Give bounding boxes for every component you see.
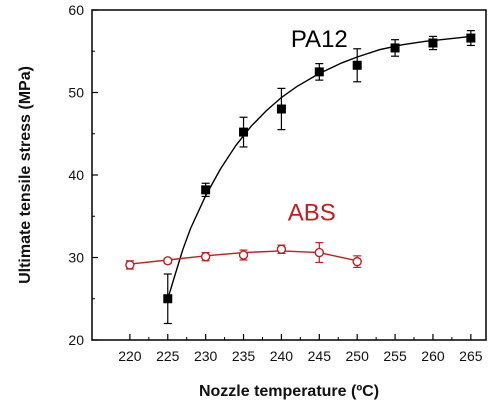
x-tick-label: 260 — [421, 348, 445, 364]
x-tick-label: 265 — [459, 348, 483, 364]
pa12-data-point — [163, 294, 173, 304]
x-tick-label: 235 — [232, 348, 256, 364]
pa12-data-point — [276, 104, 286, 114]
x-tick-label: 225 — [156, 348, 180, 364]
pa12-data-point — [352, 60, 362, 70]
pa12-series-label: PA12 — [291, 26, 348, 53]
abs-data-point — [163, 256, 173, 266]
abs-data-point — [314, 247, 325, 258]
x-tick-label: 250 — [346, 348, 370, 364]
error-bars — [125, 30, 475, 325]
abs-series-label: ABS — [288, 199, 336, 226]
abs-data-point — [238, 250, 249, 260]
plot-frame — [91, 9, 487, 341]
y-tick-label: 60 — [68, 2, 84, 18]
tick-labels: 220 225 230 235 240 245 250 255 260 265 20 30 40 50 60 — [68, 2, 482, 364]
y-tick-label: 50 — [68, 85, 84, 101]
axis-ticks — [92, 9, 472, 341]
pa12-data-point — [466, 33, 476, 43]
fit-curves — [129, 35, 471, 300]
abs-data-point — [125, 260, 135, 270]
abs-data-point — [200, 251, 211, 262]
y-axis-title: Ultimate tensile stress (MPa) — [17, 66, 34, 284]
pa12-data-point — [201, 185, 211, 195]
pa12-data-point — [314, 67, 324, 77]
x-tick-label: 255 — [383, 348, 407, 364]
pa12-data-point — [239, 127, 249, 137]
x-tick-label: 240 — [270, 348, 294, 364]
y-tick-label: 30 — [68, 250, 84, 266]
y-tick-label: 20 — [68, 332, 84, 348]
pa12-data-point — [390, 43, 400, 53]
series-annotations: PA12 ABS — [288, 26, 348, 226]
x-tick-label: 220 — [118, 348, 142, 364]
x-axis-title: Nozzle temperature (ºC) — [199, 383, 379, 400]
y-tick-label: 40 — [68, 167, 84, 183]
x-tick-label: 230 — [194, 348, 218, 364]
abs-data-point — [276, 244, 287, 254]
pa12-data-point — [428, 38, 438, 48]
data-markers — [125, 33, 476, 304]
abs-data-point — [352, 256, 362, 267]
x-tick-label: 245 — [308, 348, 332, 364]
